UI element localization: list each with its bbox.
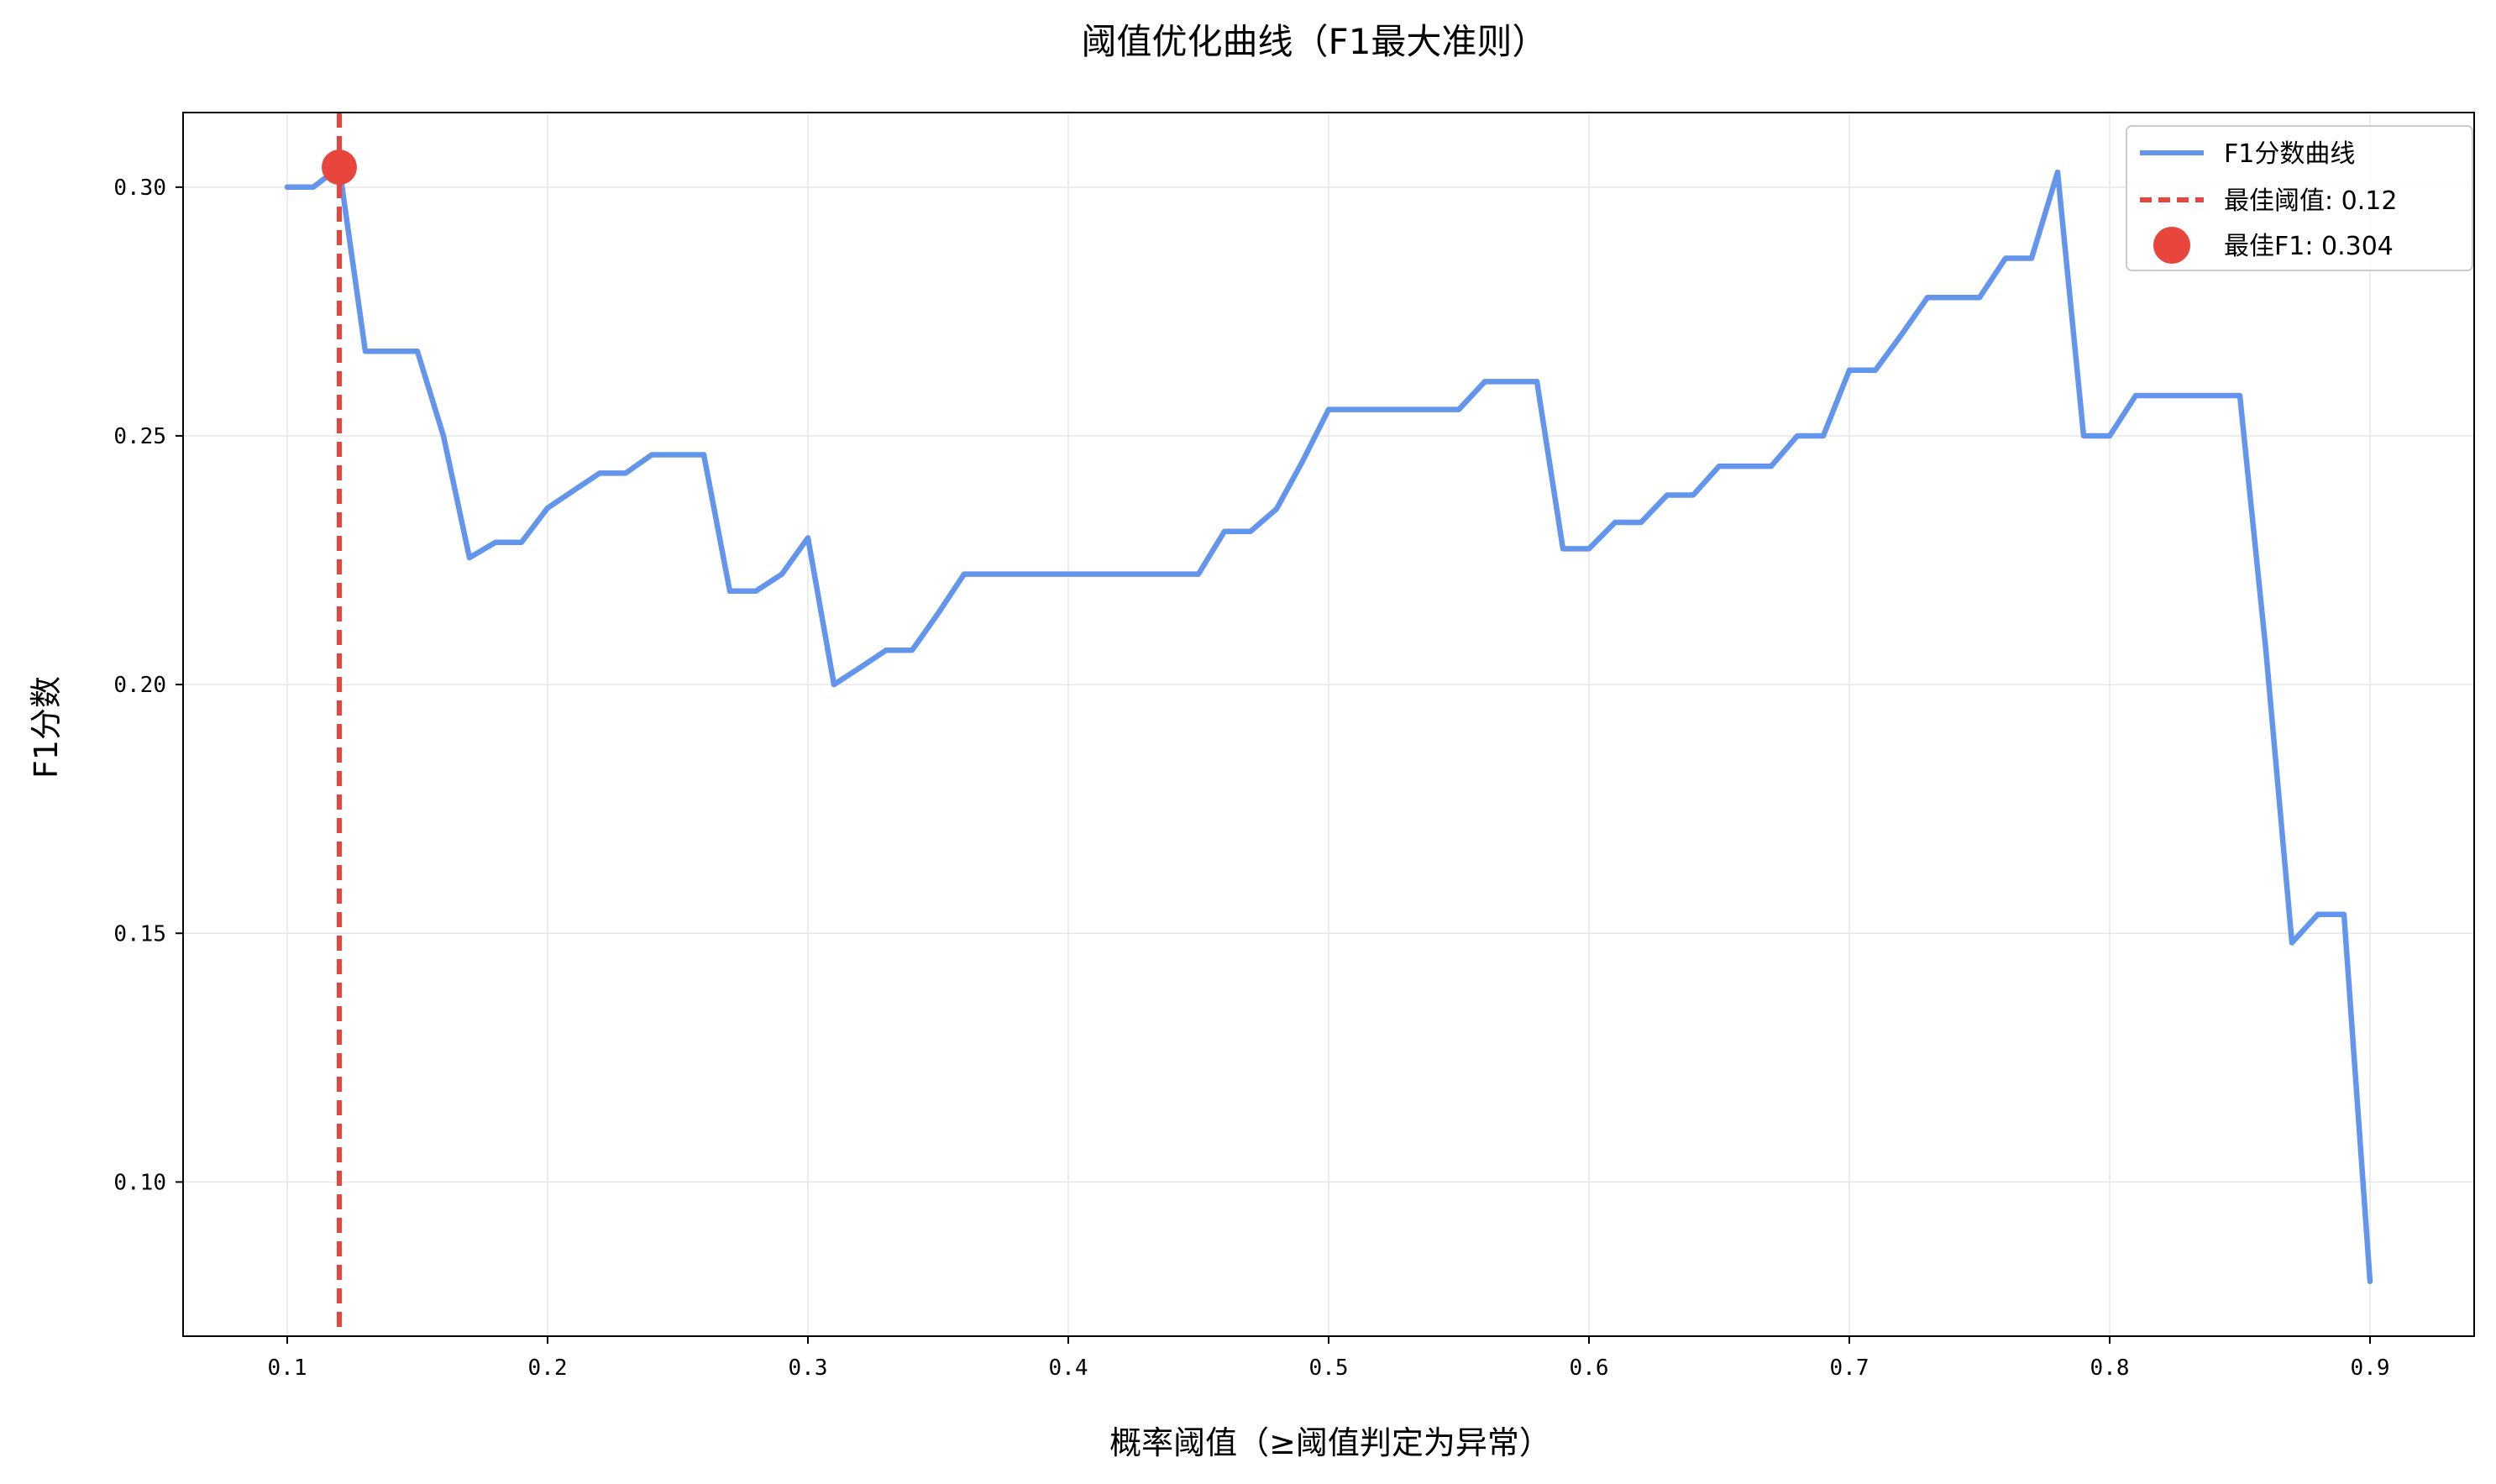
tick-layer: 0.1 0.2 0.3 0.4 0.5 0.6 0.7 0.8 0.9 0.10 0.15 0.20 0… (113, 176, 2389, 1381)
x-tick-label: 0.8 (2090, 1356, 2130, 1381)
legend-label-f1-curve: F1分数曲线 (2224, 139, 2355, 169)
x-tick-label: 0.1 (268, 1356, 307, 1381)
x-tick-label: 0.2 (528, 1356, 568, 1381)
f1-curve-line (284, 164, 2373, 1285)
best-f1-marker (322, 149, 357, 186)
y-axis-title: F1分数 (28, 676, 65, 779)
y-tick-label: 0.10 (113, 1170, 166, 1195)
x-tick-label: 0.7 (1830, 1356, 1869, 1381)
x-tick-label: 0.6 (1570, 1356, 1609, 1381)
x-tick-label: 0.3 (789, 1356, 828, 1381)
y-tick-label: 0.20 (113, 673, 166, 698)
series-layer (284, 113, 2373, 1336)
y-tick-label: 0.25 (113, 424, 166, 449)
chart-title: 阈值优化曲线（F1最大准则） (1082, 21, 1548, 62)
x-tick-label: 0.9 (2351, 1356, 2390, 1381)
grid-layer (183, 113, 2474, 1336)
y-tick-label: 0.15 (113, 921, 166, 947)
legend: F1分数曲线 最佳阈值: 0.12 最佳F1: 0.304 (2126, 125, 2473, 271)
x-axis-title: 概率阈值（≥阈值判定为异常） (1109, 1424, 1551, 1461)
x-tick-label: 0.4 (1049, 1356, 1088, 1381)
legend-frame (2126, 125, 2473, 271)
legend-label-best-threshold: 最佳阈值: 0.12 (2224, 186, 2397, 216)
legend-label-best-f1: 最佳F1: 0.304 (2224, 232, 2394, 261)
x-tick-label: 0.5 (1309, 1356, 1349, 1381)
y-tick-label: 0.30 (113, 176, 166, 201)
legend-marker-swatch (2153, 227, 2190, 264)
